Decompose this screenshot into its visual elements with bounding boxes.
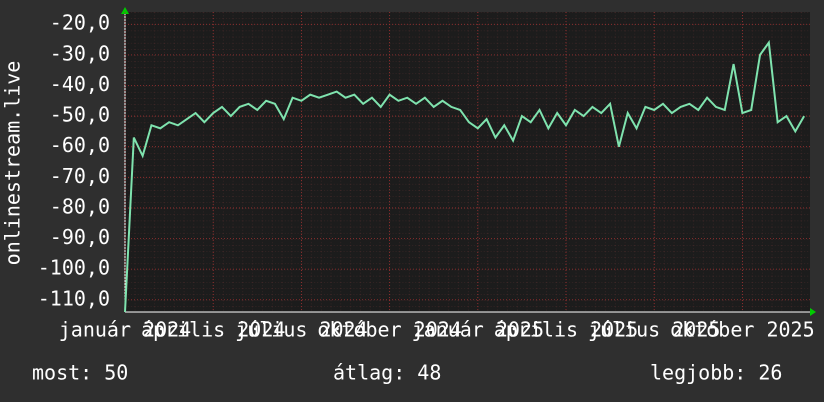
- data-line: [124, 39, 805, 313]
- y-tick-label: -70,0: [50, 164, 110, 188]
- x-tick-label: július 2024: [235, 318, 367, 342]
- stat-average: átlag: 48: [333, 361, 441, 385]
- y-tick-label: -20,0: [50, 11, 110, 35]
- x-tick-label: október 2025: [670, 318, 815, 342]
- minor-grid: [125, 12, 810, 312]
- x-tick-label: január 2025: [412, 318, 544, 342]
- y-tick-label: -60,0: [50, 133, 110, 157]
- x-tick-label: január 2024: [59, 318, 191, 342]
- y-tick-label: -40,0: [50, 72, 110, 96]
- y-tick-label: -90,0: [50, 225, 110, 249]
- y-tick-label: -80,0: [50, 194, 110, 218]
- stat-best: legjobb: 26: [650, 361, 782, 385]
- y-tick-label: -50,0: [50, 103, 110, 127]
- y-tick-label: -30,0: [50, 41, 110, 65]
- y-tick-label: -100,0: [38, 256, 110, 280]
- x-tick-label: április 2025: [494, 318, 639, 342]
- x-tick-label: október 2024: [317, 318, 462, 342]
- x-tick-label: április 2024: [141, 318, 286, 342]
- y-axis-label: onlinestream.live: [1, 61, 25, 266]
- x-tick-label: július 2025: [588, 318, 720, 342]
- stat-current: most: 50: [32, 361, 128, 385]
- y-tick-label: -110,0: [38, 286, 110, 310]
